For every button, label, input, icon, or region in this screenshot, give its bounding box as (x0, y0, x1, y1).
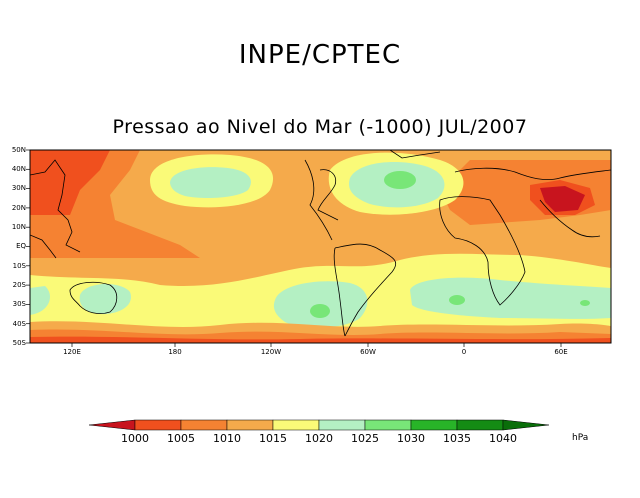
field-1025-azores-high (384, 171, 416, 189)
field-1025-south-atlantic (449, 295, 465, 305)
colorbar-swatch (180, 419, 228, 431)
coast-north-america-west (304, 159, 333, 241)
colorbar-swatch (318, 419, 366, 431)
field-1020-indian-west (30, 286, 50, 315)
lat-label: 50S (12, 339, 26, 347)
field-1005-north-east (30, 150, 611, 225)
field-1020-npac-high (170, 167, 251, 198)
colorbar-label: 1015 (259, 432, 287, 445)
colorbar-label: 1040 (489, 432, 517, 445)
colorbar-swatch (502, 419, 550, 431)
lon-label: 180 (168, 348, 182, 356)
lat-label: 30N (11, 184, 26, 192)
lat-label: 30S (12, 300, 26, 308)
axis-ticks (26, 149, 562, 347)
coast-indochina (30, 234, 57, 259)
colorbar-swatch (410, 419, 458, 431)
lon-label: 0 (461, 348, 467, 356)
field-1025-se-pacific (310, 304, 330, 318)
lon-label: 60W (360, 348, 376, 356)
colorbar-swatches (88, 419, 550, 431)
colorbar-swatch (364, 419, 412, 431)
lon-label: 120W (260, 348, 282, 356)
lat-label: 40S (12, 320, 26, 328)
coast-north-america-east (317, 169, 339, 221)
colorbar-swatch (88, 419, 136, 431)
colorbar-label: 1005 (167, 432, 195, 445)
coast-africa (439, 196, 526, 306)
colorbar-label: 1010 (213, 432, 241, 445)
field-1020-south-atlantic-indian (410, 277, 611, 319)
lat-label: 20S (12, 281, 26, 289)
lat-label: 10N (11, 223, 26, 231)
lat-label: 50N (11, 146, 26, 154)
coast-greenland (389, 150, 441, 159)
colorbar-label: 1000 (121, 432, 149, 445)
colorbar-swatch (456, 419, 504, 431)
colorbar-swatch (134, 419, 182, 431)
colorbar-swatch (226, 419, 274, 431)
field-1025-indian-east (580, 300, 590, 306)
colorbar-label: 1035 (443, 432, 471, 445)
lat-label: EQ (16, 242, 26, 250)
coast-australia (69, 281, 118, 314)
lat-label: 10S (12, 262, 26, 270)
lon-label: 120E (63, 348, 81, 356)
map-subtitle: Pressao ao Nivel do Mar (-1000) JUL/2007 (112, 116, 528, 138)
coastlines (30, 150, 611, 337)
coast-india (539, 199, 601, 238)
field-1000-south-belt (30, 336, 611, 343)
colorbar-label: 1030 (397, 432, 425, 445)
coast-south-america-west (333, 247, 346, 337)
colorbar-label: 1020 (305, 432, 333, 445)
coast-eurasia-south (454, 167, 611, 180)
lat-label: 20N (11, 204, 26, 212)
lon-label: 60E (554, 348, 568, 356)
field-1020-australia (79, 284, 131, 315)
coast-east-asia (30, 159, 81, 253)
coast-south-america-east (334, 243, 397, 337)
colorbar-swatch (272, 419, 320, 431)
pressure-field (30, 150, 611, 343)
lat-label: 40N (11, 165, 26, 173)
colorbar-label: 1025 (351, 432, 379, 445)
main-title: INPE/CPTEC (238, 40, 402, 70)
field-lt1000-arabia (540, 186, 585, 212)
colorbar-unit: hPa (572, 433, 589, 443)
